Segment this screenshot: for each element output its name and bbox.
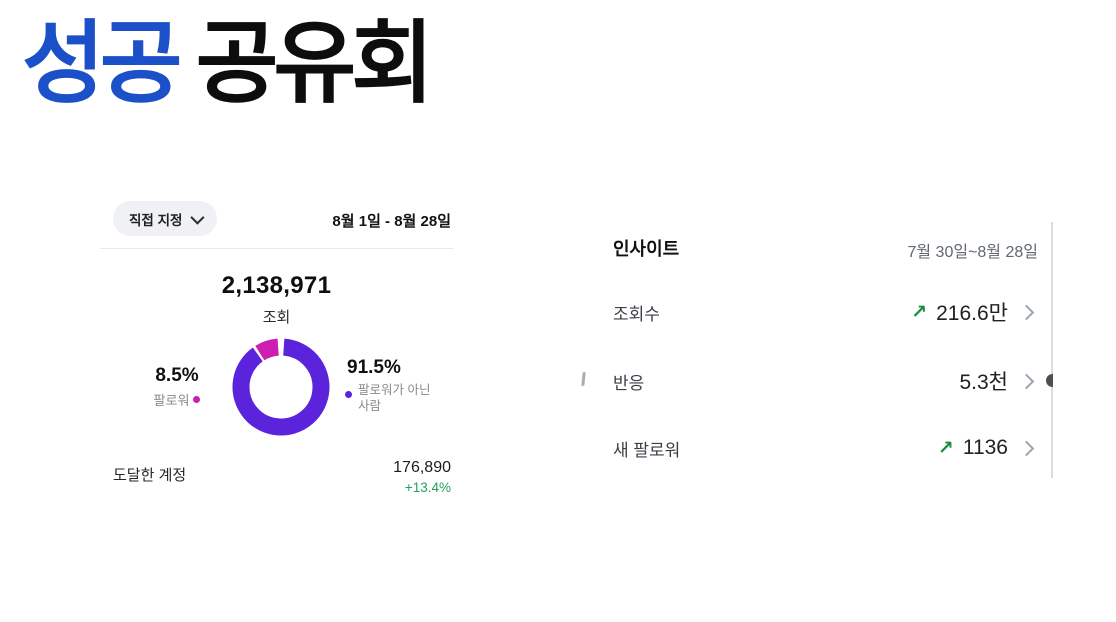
views-label: 조회	[262, 309, 291, 326]
chevron-right-icon	[1018, 304, 1035, 320]
date-range-label: 8월 1일 - 8월 28일	[332, 213, 451, 230]
donut-segment-followers	[232, 338, 330, 436]
donut-segment-non-followers	[232, 338, 330, 436]
insight-row-new-followers[interactable]: 새 팔로워 ↗ 1136	[595, 431, 1050, 465]
trend-up-icon: ↗	[911, 301, 928, 323]
cropped-dot-artifact	[1046, 374, 1053, 387]
insight-row-reactions[interactable]: 반응 5.3천	[595, 364, 1050, 398]
row-value: 216.6만	[936, 302, 1008, 325]
row-value: 5.3천	[959, 371, 1008, 394]
followers-percent: 8.5%	[155, 365, 199, 386]
row-label: 조회수	[613, 304, 660, 324]
reached-accounts-value: 176,890	[393, 459, 451, 476]
legend-non-followers: 91.5% 팔로워가 아닌 사람	[345, 357, 431, 415]
total-views-value: 2,138,971	[221, 272, 332, 299]
row-label: 반응	[613, 373, 645, 393]
trend-up-icon: ↗	[937, 437, 954, 459]
scrollbar[interactable]	[1051, 222, 1053, 478]
non-followers-dot-icon	[345, 391, 352, 398]
chevron-right-icon	[1018, 373, 1035, 389]
followers-label: 팔로워	[153, 393, 190, 408]
title-dark-text: 공유회	[195, 14, 434, 114]
reach-insights-card: 직접 지정 8월 1일 - 8월 28일 2,138,971 조회 8.5% 팔…	[100, 196, 453, 502]
reached-accounts-delta: +13.4%	[404, 480, 451, 495]
divider	[100, 248, 453, 249]
insight-row-views[interactable]: 조회수 ↗ 216.6만	[595, 295, 1050, 329]
page-title: 성공 공유회	[22, 4, 434, 126]
date-filter-label: 직접 지정	[129, 212, 183, 228]
insights-title: 인사이트	[613, 239, 680, 259]
non-followers-percent: 91.5%	[347, 357, 401, 378]
chevron-down-icon	[190, 210, 205, 225]
row-label: 새 팔로워	[613, 440, 681, 460]
insights-date-range: 7월 30일~8월 28일	[907, 244, 1038, 261]
non-followers-label-line2: 사람	[358, 399, 382, 414]
row-value: 1136	[962, 436, 1008, 459]
legend-followers: 8.5% 팔로워	[126, 365, 228, 409]
non-followers-label-line1: 팔로워가 아닌	[358, 383, 431, 397]
views-donut-chart	[232, 338, 330, 436]
date-filter-button[interactable]: 직접 지정	[113, 201, 218, 236]
cropped-tick-artifact	[581, 371, 586, 387]
insights-summary-card: 인사이트 7월 30일~8월 28일 조회수 ↗ 216.6만 반응 5.3천 …	[595, 225, 1050, 475]
title-accent-text: 성공	[22, 14, 183, 114]
reached-accounts-label: 도달한 계정	[113, 467, 187, 484]
chevron-right-icon	[1018, 440, 1035, 456]
followers-dot-icon	[193, 396, 201, 403]
